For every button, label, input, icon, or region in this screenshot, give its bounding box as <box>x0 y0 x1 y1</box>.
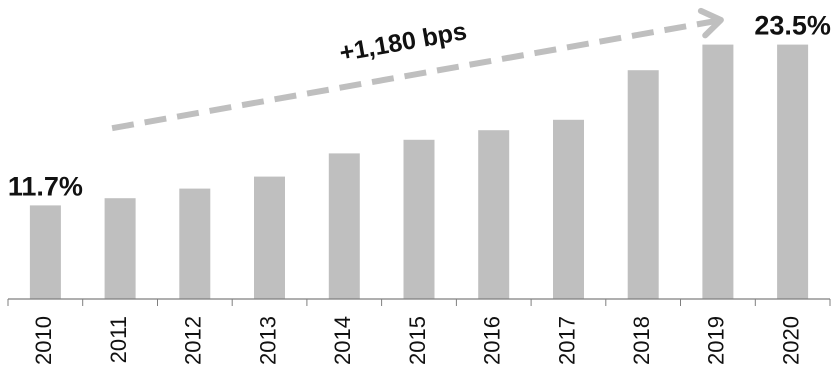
arrow-head-icon <box>697 7 724 39</box>
x-tick-label-2016: 2016 <box>480 316 505 365</box>
bar-2011 <box>104 198 136 299</box>
x-ticks <box>7 299 831 306</box>
bar-2020 <box>777 44 809 299</box>
bar-2018 <box>627 70 659 299</box>
x-tick-label-2018: 2018 <box>629 316 654 365</box>
x-tick-label-2015: 2015 <box>405 316 430 365</box>
bar-2017 <box>553 119 584 299</box>
x-tick-label-2011: 2011 <box>106 316 131 363</box>
data-label-2020: 23.5% <box>754 11 831 41</box>
bar-2019 <box>702 44 734 299</box>
bars-layer <box>29 44 809 299</box>
bar-2015 <box>403 139 435 299</box>
x-tick-label-2013: 2013 <box>255 316 280 365</box>
bar-2010 <box>29 205 61 299</box>
x-tick-label-2017: 2017 <box>554 316 579 365</box>
bar-2013 <box>254 176 285 299</box>
data-label-2010: 11.7% <box>8 171 83 201</box>
x-tick-label-2012: 2012 <box>181 316 206 365</box>
x-tick-labels: 2010 2011 2012 2013 2014 2015 2016 2017 2018 2019… <box>31 316 803 365</box>
x-tick-label-2010: 2010 <box>31 316 56 365</box>
x-tick-label-2020: 2020 <box>778 316 803 365</box>
bar-2014 <box>328 153 360 299</box>
dashed-arrow-line <box>111 18 717 132</box>
bar-2016 <box>478 130 510 299</box>
x-tick-label-2019: 2019 <box>704 316 729 365</box>
data-labels: 11.7% 23.5% <box>8 11 831 202</box>
x-tick-label-2014: 2014 <box>330 316 355 365</box>
bar-2012 <box>179 188 211 299</box>
annotation-label: +1,180 bps <box>337 17 468 67</box>
